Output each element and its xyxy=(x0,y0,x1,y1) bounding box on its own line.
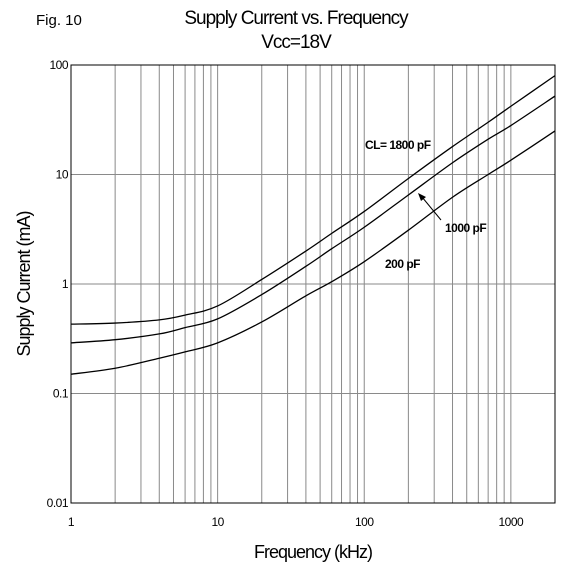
label-pointer-arrow xyxy=(421,196,442,221)
y-axis-label: Supply Current (mA) xyxy=(14,211,34,356)
series-curve-1800pf xyxy=(70,75,556,325)
label-pointer-arrowhead xyxy=(418,193,426,201)
series-curve-200pf xyxy=(70,130,556,375)
grid-lines xyxy=(71,65,555,503)
y-tick-label: 0.01 xyxy=(47,496,69,510)
y-tick-label: 0.1 xyxy=(53,387,69,401)
x-axis-label: Frequency (kHz) xyxy=(254,542,372,562)
chart-subtitle: Vcc=18V xyxy=(261,32,332,53)
series-label-1000pf: 1000 pF xyxy=(445,221,486,235)
figure-label: Fig. 10 xyxy=(36,12,82,29)
series-label-1800pf: CL= 1800 pF xyxy=(365,138,431,152)
x-tick-label: 10 xyxy=(211,515,224,529)
series-curve-1000pf xyxy=(70,95,556,344)
x-tick-label: 1 xyxy=(68,515,75,529)
y-tick-label: 100 xyxy=(49,58,68,72)
plot-frame xyxy=(70,64,556,504)
tick-labels: 1 10 100 1000 0.01 0.1 1 10 100 xyxy=(47,58,525,529)
series-curves xyxy=(70,75,556,375)
series-label-200pf: 200 pF xyxy=(385,257,420,271)
x-tick-label: 1000 xyxy=(499,515,525,529)
x-tick-label: 100 xyxy=(355,515,374,529)
chart-title: Supply Current vs. Frequency xyxy=(184,8,409,29)
y-tick-label: 1 xyxy=(62,277,69,291)
y-tick-label: 10 xyxy=(56,168,69,182)
